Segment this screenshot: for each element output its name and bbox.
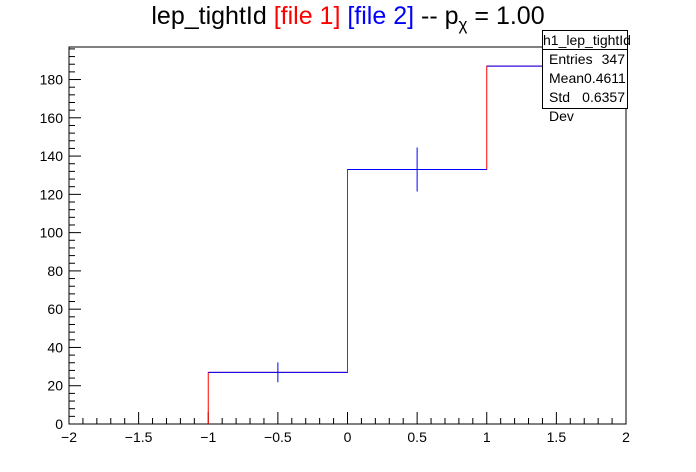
stats-std-label: Std Dev [549, 89, 574, 124]
x-tick-label: 0 [344, 429, 352, 445]
title-file2: [file 2] [347, 2, 415, 30]
y-tick-label: 40 [47, 339, 63, 355]
y-tick-label: 180 [40, 72, 64, 88]
title-pvalue: = 1.00 [474, 2, 545, 30]
stats-mean-value: 0.4611 [584, 70, 626, 86]
stats-entries-value: 347 [601, 51, 625, 67]
y-tick-label: 100 [40, 225, 64, 241]
y-tick-label: 120 [40, 186, 64, 202]
y-tick-label: 0 [55, 416, 63, 432]
y-tick-label: 160 [40, 110, 64, 126]
y-tick-label: 140 [40, 148, 64, 164]
stats-box: h1_lep_tightId Entries 347 Mean 0.4611 S… [542, 30, 631, 124]
stats-mean-label: Mean [549, 70, 585, 86]
stats-std-value: 0.6357 [582, 89, 625, 105]
x-tick-label: −0.5 [264, 429, 292, 445]
stats-name: h1_lep_tightId [543, 32, 631, 50]
title-sep: -- p [421, 2, 459, 30]
y-tick-label: 20 [47, 378, 63, 394]
x-axis: −2 −1.5 −1 −0.5 0 0.5 1 1.5 2 [61, 412, 630, 445]
x-tick-label: 1 [483, 429, 491, 445]
title-chi: χ [458, 15, 468, 34]
y-tick-label: 80 [47, 263, 63, 279]
stats-entries-label: Entries [549, 51, 593, 67]
x-tick-label: −2 [61, 429, 77, 445]
stats-mean-row: Mean 0.4611 [543, 69, 627, 88]
x-tick-label: 0.5 [407, 429, 427, 445]
x-tick-label: −1 [200, 429, 216, 445]
x-tick-label: −1.5 [125, 429, 153, 445]
y-tick-label: 60 [47, 301, 63, 317]
x-tick-label: 2 [622, 429, 630, 445]
title-file1: [file 1] [273, 2, 341, 30]
title-text: lep_tightId [151, 2, 267, 30]
chart-title: lep_tightId [file 1] [file 2] -- pχ = 1.… [0, 2, 696, 35]
stats-std-row: Std Dev 0.6357 [543, 88, 627, 124]
y-axis: 0 20 40 60 80 100 120 140 160 180 [40, 48, 81, 432]
stats-entries-row: Entries 347 [543, 50, 627, 69]
x-tick-label: 1.5 [547, 429, 567, 445]
